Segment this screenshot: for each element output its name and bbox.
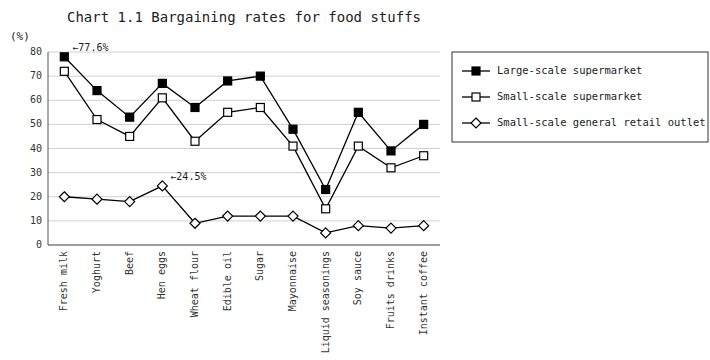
x-axis xyxy=(48,245,440,246)
x-tick-label: Wheat flour xyxy=(189,251,200,317)
point xyxy=(224,77,232,85)
title: Chart 1.1 Bargaining rates for food stuf… xyxy=(67,9,421,25)
point xyxy=(387,147,395,155)
point xyxy=(191,137,199,145)
legend-box xyxy=(452,52,708,142)
y-tick-label: 50 xyxy=(30,118,42,129)
y-tick-label: 60 xyxy=(30,94,42,105)
point xyxy=(321,228,331,238)
x-tick-label: Beef xyxy=(124,251,135,275)
x-tick-label: Liquid seasonings xyxy=(320,251,331,353)
series-line xyxy=(64,71,423,209)
series-line xyxy=(64,57,423,190)
y-axis xyxy=(48,52,49,245)
point xyxy=(420,152,428,160)
grid xyxy=(48,52,440,245)
grid-line xyxy=(48,220,440,221)
y-tick-label: 20 xyxy=(30,191,42,202)
point xyxy=(60,67,68,75)
point xyxy=(126,113,134,121)
point xyxy=(288,211,298,221)
legend-label: Small-scale general retail outlet xyxy=(497,116,706,128)
point xyxy=(93,116,101,124)
legend-marker xyxy=(472,67,480,75)
point xyxy=(353,221,363,231)
annotation: ←24.5% xyxy=(170,171,206,182)
point xyxy=(60,53,68,61)
annotation: ←77.6% xyxy=(72,42,108,53)
y-tick-label: 80 xyxy=(30,46,42,57)
point xyxy=(224,108,232,116)
point xyxy=(419,221,429,231)
grid-line xyxy=(48,76,440,77)
x-tick-label: Soy sauce xyxy=(352,251,363,305)
plot-area xyxy=(59,53,428,238)
point xyxy=(158,79,166,87)
point xyxy=(386,223,396,233)
x-tick-label: Edible oil xyxy=(222,251,233,311)
grid-line xyxy=(48,100,440,101)
point xyxy=(126,132,134,140)
grid-line xyxy=(48,172,440,173)
point xyxy=(420,120,428,128)
point xyxy=(191,103,199,111)
point xyxy=(354,142,362,150)
point xyxy=(256,103,264,111)
x-tick-label: Fruits drinks xyxy=(385,251,396,329)
legend: Large-scale supermarket Small-scale super… xyxy=(452,52,708,142)
point xyxy=(322,186,330,194)
x-tick-label: Sugar xyxy=(254,251,265,281)
x-tick-label: Fresh milk xyxy=(58,251,69,311)
legend-label: Small-scale supermarket xyxy=(497,90,642,102)
point xyxy=(92,194,102,204)
x-tick-label: Instant coffee xyxy=(418,251,429,335)
background xyxy=(0,0,710,360)
point xyxy=(59,192,69,202)
chart: Chart 1.1 Bargaining rates for food stuf… xyxy=(0,0,710,360)
point xyxy=(158,94,166,102)
point xyxy=(125,197,135,207)
point xyxy=(289,142,297,150)
legend-label: Large-scale supermarket xyxy=(497,64,642,76)
point xyxy=(354,108,362,116)
point xyxy=(255,211,265,221)
x-tick-label: Hen eggs xyxy=(156,251,167,299)
point xyxy=(190,218,200,228)
y-tick-label: 10 xyxy=(30,215,42,226)
legend-marker xyxy=(471,118,481,128)
y-tick-label: 40 xyxy=(30,143,42,154)
legend-marker xyxy=(472,93,480,101)
y-tick-label: 30 xyxy=(30,167,42,178)
point xyxy=(157,181,167,191)
grid-line xyxy=(48,196,440,197)
x-tick-label: Yoghurt xyxy=(91,251,102,293)
point xyxy=(93,87,101,95)
grid-line xyxy=(48,245,440,246)
point xyxy=(322,205,330,213)
series-line xyxy=(64,186,423,233)
grid-line xyxy=(48,148,440,149)
y-tick-label: 70 xyxy=(30,70,42,81)
y-axis-label: (%) xyxy=(10,30,30,43)
point xyxy=(387,164,395,172)
x-tick-label: Mayonnaise xyxy=(287,251,298,311)
y-tick-label: 0 xyxy=(36,239,42,250)
point xyxy=(223,211,233,221)
point xyxy=(256,72,264,80)
point xyxy=(289,125,297,133)
